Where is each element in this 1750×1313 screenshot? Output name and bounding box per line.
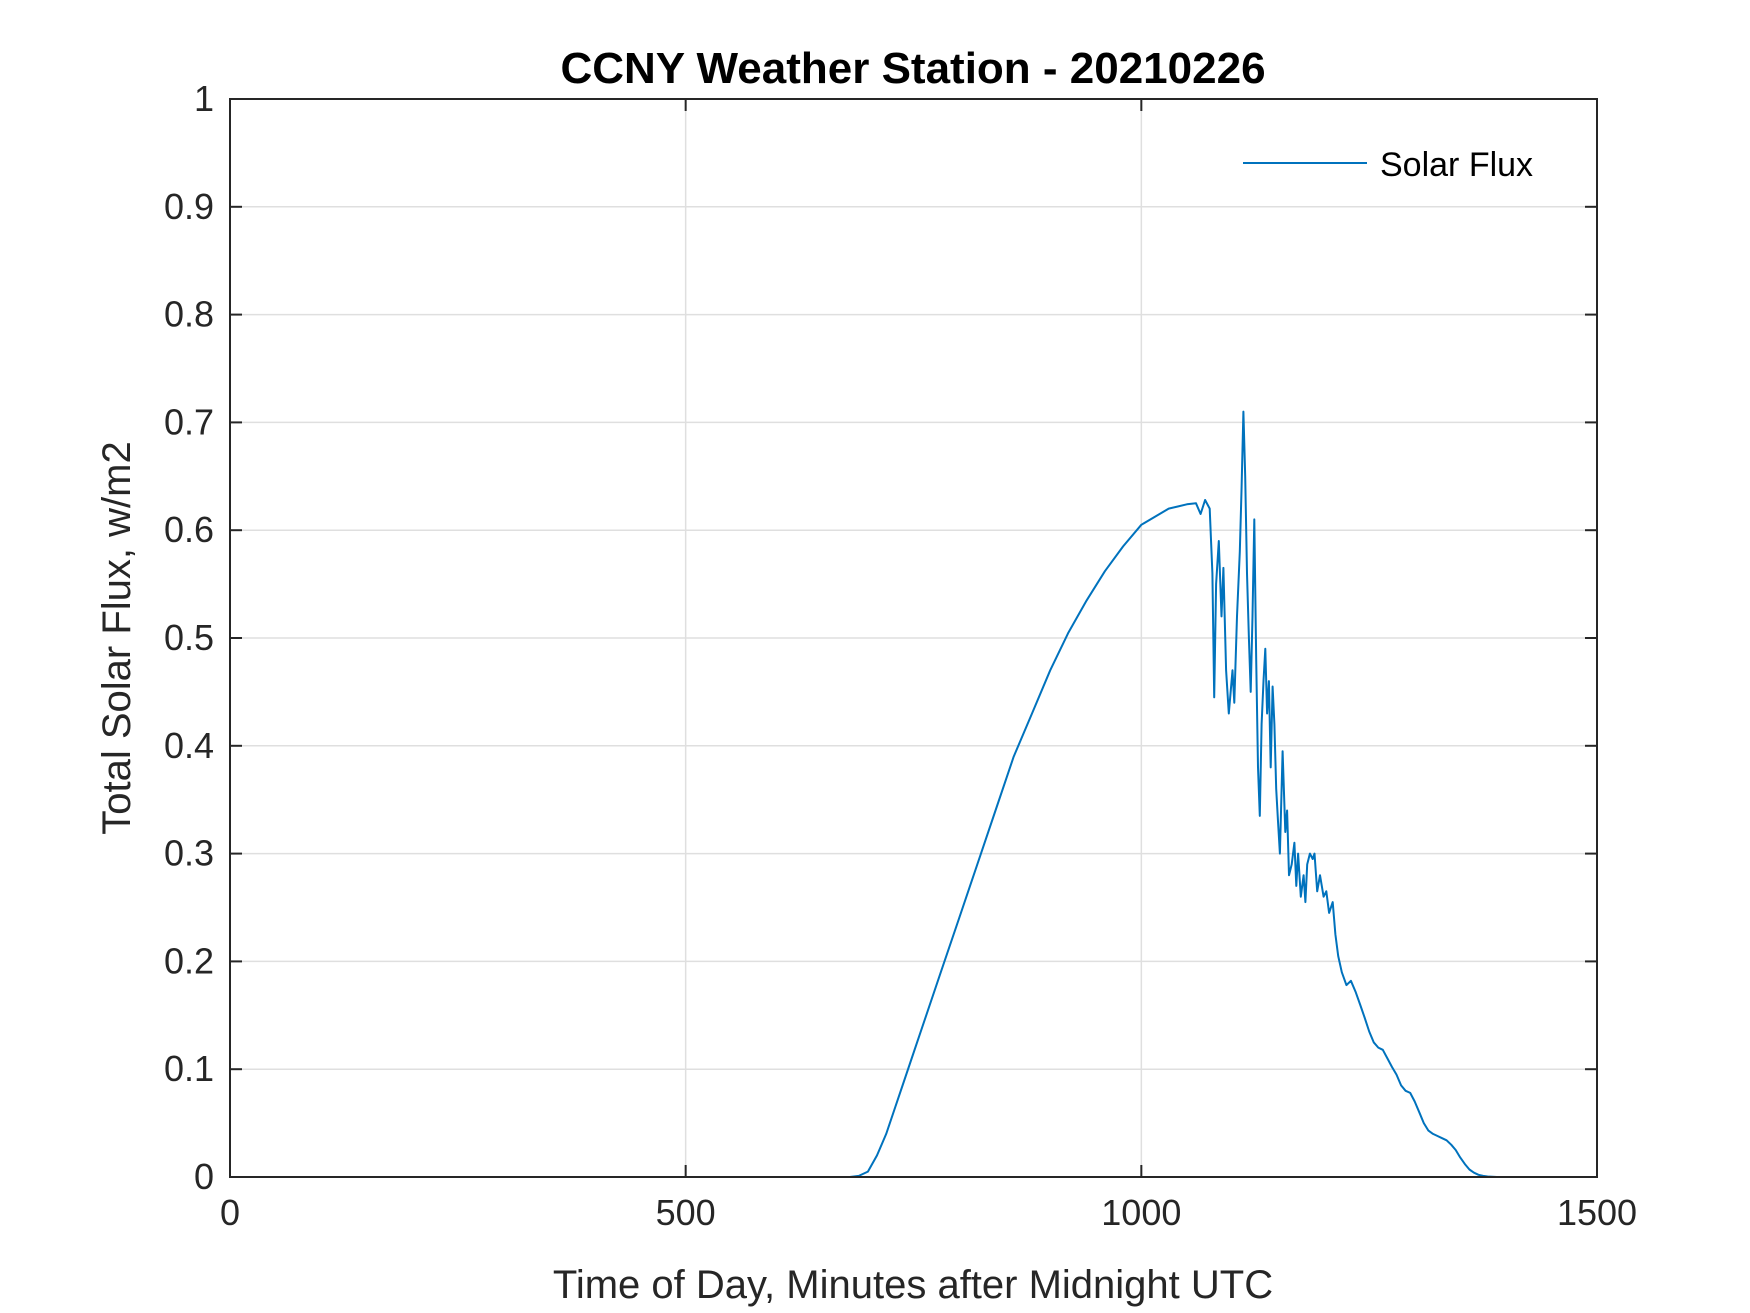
x-tick-label: 0 (220, 1192, 240, 1233)
y-tick-label: 0.6 (164, 509, 214, 550)
x-axis-label: Time of Day, Minutes after Midnight UTC (553, 1263, 1273, 1307)
y-tick-label: 0.5 (164, 617, 214, 658)
y-tick-label: 0.2 (164, 940, 214, 981)
series-line-solar-flux (230, 410, 1552, 1178)
x-tick-label: 1500 (1557, 1192, 1637, 1233)
y-tick-label: 0 (194, 1156, 214, 1197)
y-tick-label: 0.8 (164, 294, 214, 335)
y-tick-label: 0.1 (164, 1048, 214, 1089)
x-tick-label: 500 (656, 1192, 716, 1233)
legend-label: Solar Flux (1380, 146, 1533, 184)
tick-labels: 0 500 1000 1500 0 0.1 0.2 0.3 0.4 0.5 0.6 0.7 0.8 0.9… (164, 78, 1637, 1233)
chart-title: CCNY Weather Station - 20210226 (560, 44, 1265, 93)
y-tick-label: 1 (194, 78, 214, 119)
y-tick-label: 0.9 (164, 186, 214, 227)
legend: Solar Flux (1243, 146, 1533, 184)
x-tick-label: 1000 (1101, 1192, 1181, 1233)
series-layer (230, 410, 1552, 1178)
grid-lines (230, 99, 1597, 1177)
y-tick-label: 0.7 (164, 401, 214, 442)
y-tick-label: 0.4 (164, 725, 214, 766)
y-tick-label: 0.3 (164, 833, 214, 874)
tick-marks (229, 98, 1598, 1178)
y-axis-label: Total Solar Flux, w/m2 (95, 441, 139, 834)
